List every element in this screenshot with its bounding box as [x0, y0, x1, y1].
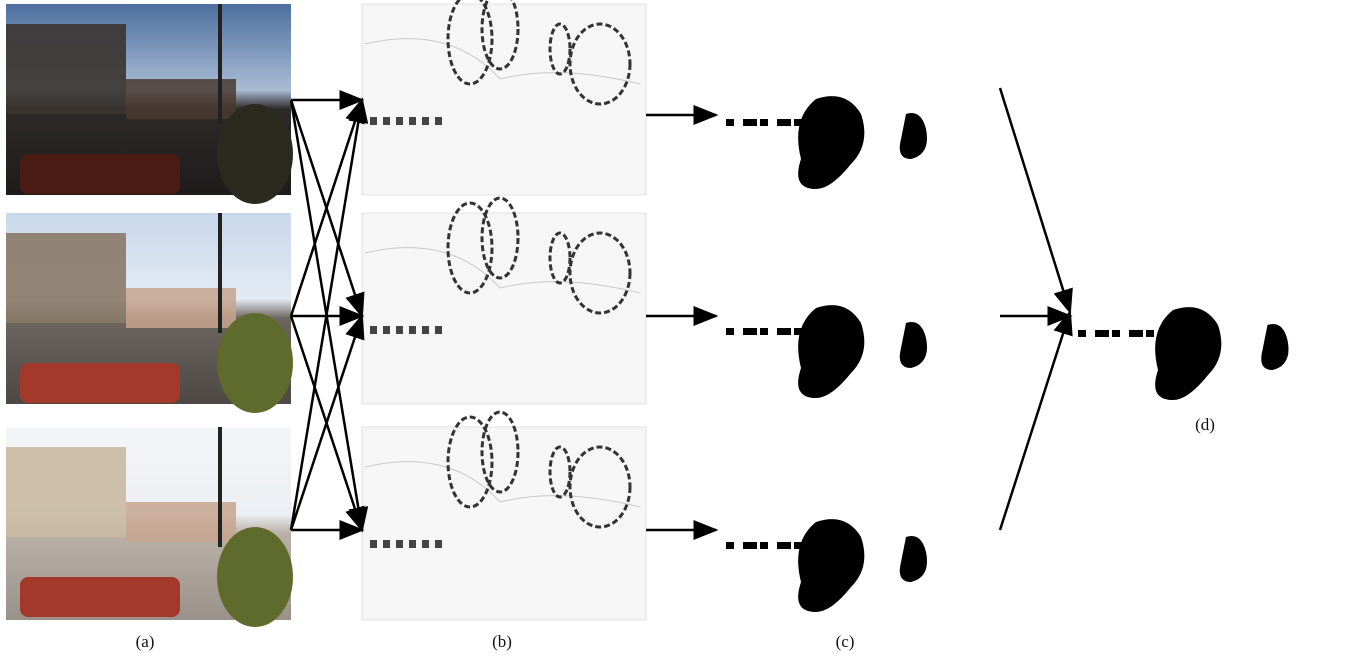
mask-dot: [743, 542, 757, 549]
gradient-map: [362, 427, 646, 620]
chairs: [20, 363, 180, 403]
edge-dot: [370, 117, 377, 125]
mask-dot: [760, 328, 768, 335]
label-b: (b): [492, 632, 512, 651]
mask-dot: [1129, 330, 1143, 337]
mask-dot: [794, 542, 802, 549]
edge-dot: [409, 117, 416, 125]
mask-dot: [794, 328, 802, 335]
mask-dot: [777, 542, 791, 549]
gradient-map: [362, 4, 646, 195]
edge-dot: [383, 326, 390, 334]
body: {"figure": {"labels": {"a": "(a)", "b": …: [0, 0, 1356, 658]
mask-dot: [1112, 330, 1120, 337]
edge-dot: [422, 540, 429, 548]
mask-dot: [743, 119, 757, 126]
panels: [6, 0, 1289, 627]
mask-dot: [1146, 330, 1154, 337]
mask-blob: [1155, 307, 1221, 400]
edge-dot: [370, 326, 377, 334]
mask-dot: [777, 119, 791, 126]
mask-blob: [900, 536, 927, 582]
edge-dot: [409, 326, 416, 334]
label-c: (c): [836, 632, 855, 651]
chairs: [20, 154, 180, 194]
lamp-post: [218, 427, 222, 547]
edge-dot: [422, 326, 429, 334]
label-a: (a): [136, 632, 155, 651]
person: [217, 104, 293, 204]
building: [6, 233, 126, 323]
edge-dot: [370, 540, 377, 548]
mask-blob: [798, 96, 864, 189]
arrow: [1000, 312, 1070, 530]
mask-dot: [760, 119, 768, 126]
building: [6, 24, 126, 114]
mask-blob: [900, 113, 927, 159]
arrow: [1000, 88, 1070, 312]
figure: (a) (b) (c) (d): [0, 0, 1356, 658]
edge-dot: [396, 540, 403, 548]
gradient-map: [362, 213, 646, 404]
edge-dot: [422, 117, 429, 125]
edge-dot: [396, 117, 403, 125]
edge-dot: [409, 540, 416, 548]
edge-dot: [383, 540, 390, 548]
building: [6, 447, 126, 537]
lamp-post: [218, 4, 222, 124]
person: [217, 527, 293, 627]
mask-dot: [726, 542, 734, 549]
mask-dot: [726, 328, 734, 335]
edge-dot: [396, 326, 403, 334]
mask-dot: [726, 119, 734, 126]
lamp-post: [218, 213, 222, 333]
mask-blob: [1261, 324, 1288, 370]
label-d: (d): [1195, 415, 1215, 434]
edge-dot: [435, 117, 442, 125]
mask-dot: [777, 328, 791, 335]
person: [217, 313, 293, 413]
edge-dot: [383, 117, 390, 125]
edge-dot: [435, 540, 442, 548]
mask-blob: [798, 305, 864, 398]
mask-dot: [1095, 330, 1109, 337]
mask-blob: [900, 322, 927, 368]
page: html, body { margin: 0; padding: 0; back…: [0, 0, 1356, 658]
mask-dot: [1078, 330, 1086, 337]
mask-dot: [760, 542, 768, 549]
mask-dot: [794, 119, 802, 126]
edge-dot: [435, 326, 442, 334]
mask-blob: [798, 519, 864, 612]
chairs: [20, 577, 180, 617]
mask-dot: [743, 328, 757, 335]
